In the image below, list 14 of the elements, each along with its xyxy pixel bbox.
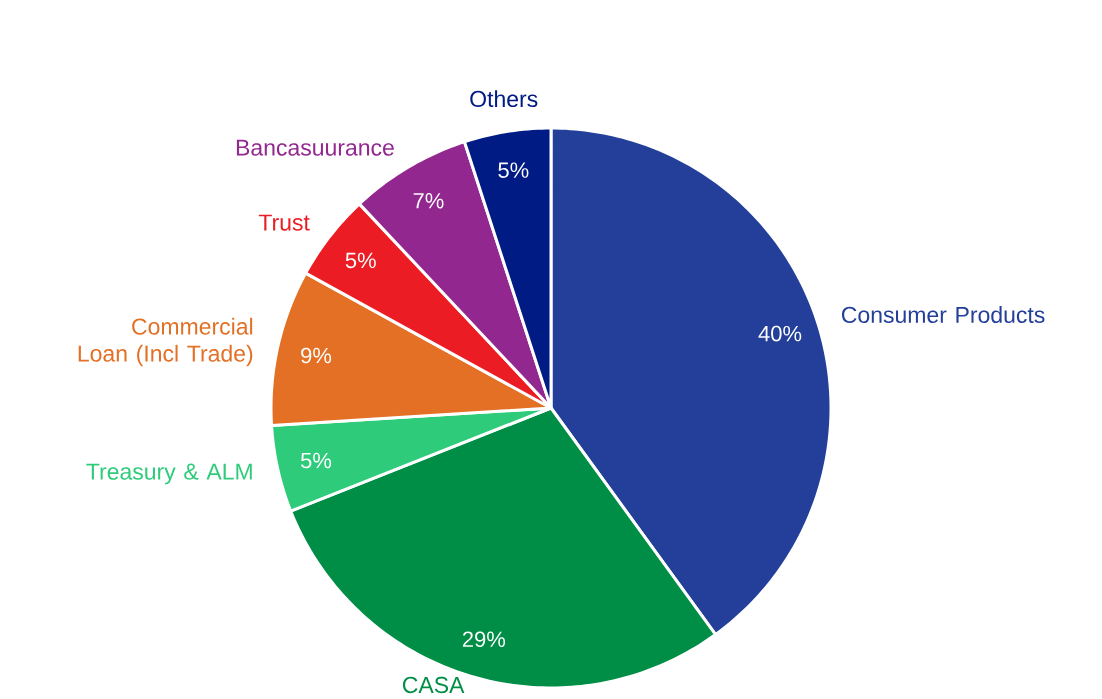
data-label: 7% bbox=[413, 193, 444, 209]
slice-label: Others bbox=[470, 90, 538, 108]
data-label: 40% bbox=[758, 325, 802, 342]
slice-label: Bancasuurance bbox=[236, 139, 394, 156]
data-label: 9% bbox=[301, 347, 332, 364]
slice-label: Treasury & ALM bbox=[86, 463, 252, 485]
data-label: 5% bbox=[345, 252, 376, 269]
slice-label: CASA bbox=[402, 676, 465, 694]
data-label: 5% bbox=[498, 162, 529, 178]
data-label: 5% bbox=[300, 452, 332, 469]
slice-label: Consumer Products bbox=[841, 306, 1045, 323]
slice-label: Trust bbox=[258, 214, 310, 231]
slice-label: Commercial Loan (Incl Trade) bbox=[78, 317, 253, 367]
data-label: 29% bbox=[462, 631, 506, 648]
